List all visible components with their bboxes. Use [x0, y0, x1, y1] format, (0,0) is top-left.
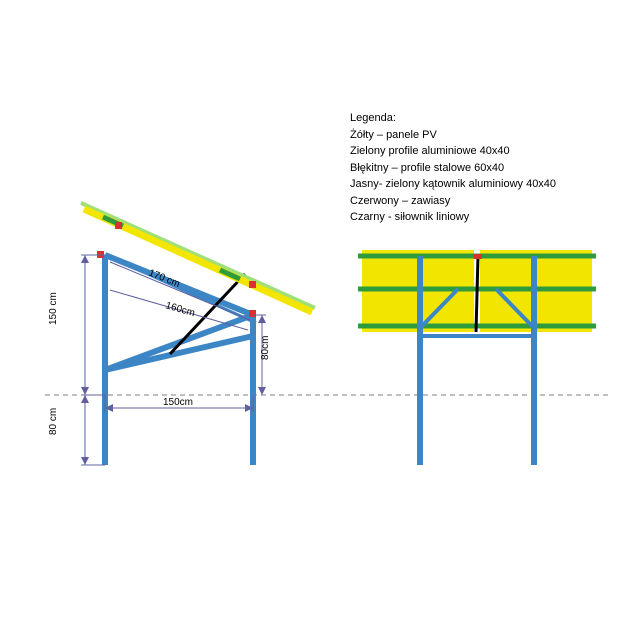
technical-drawing: 150 cm 80 cm 80cm 150cm 170 cm 160cm — [0, 0, 640, 640]
side-hinge-3 — [249, 310, 256, 317]
dim-bottom-150-label: 150cm — [163, 397, 193, 408]
side-hinge-2 — [249, 281, 256, 288]
front-hinge — [474, 254, 482, 259]
front-actuator — [476, 256, 478, 332]
dim-170-label: 170 cm — [147, 268, 182, 290]
side-hinge-1 — [115, 222, 122, 229]
dim-right-80-label: 80cm — [260, 336, 271, 360]
dim-left-150-label: 150 cm — [48, 292, 59, 325]
dim-left-80-label: 80 cm — [48, 408, 59, 435]
dim-160-label: 160cm — [164, 300, 196, 319]
